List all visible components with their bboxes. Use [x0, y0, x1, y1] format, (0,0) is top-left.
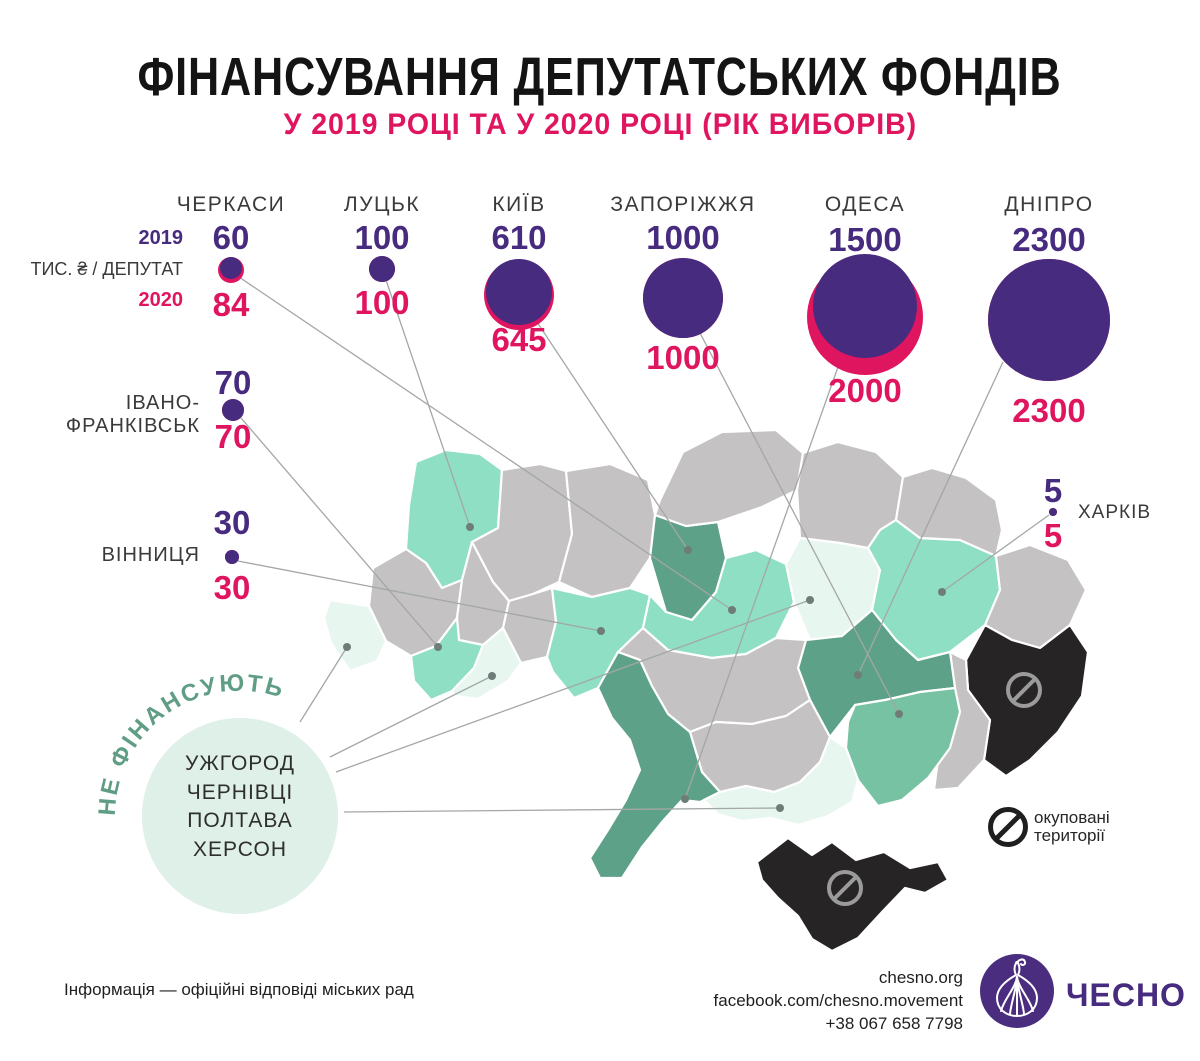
bubble-2019-ivano-frankivsk	[222, 399, 244, 421]
no-funding-city: УЖГОРОД	[185, 752, 295, 775]
occupied-legend-line1: окуповані	[1034, 808, 1110, 827]
website-link: chesno.org	[878, 968, 963, 987]
map-region-odesa-region	[588, 650, 722, 880]
value-2019-ivano-frankivsk: 70	[214, 364, 252, 401]
map-dot-vinnytsia	[597, 627, 605, 635]
value-2020-vinnytsia: 30	[213, 569, 251, 606]
no-funding-city: ЧЕРНІВЦІ	[186, 780, 294, 804]
map-dot-poltava	[806, 596, 814, 604]
occupied-mark-icon	[827, 870, 863, 906]
map-dot-ivano-frankivsk	[434, 643, 442, 651]
value-2020-lutsk: 100	[354, 284, 410, 321]
facebook-link: facebook.com/chesno.movement	[713, 991, 963, 1010]
value-2019-kharkiv: 5	[1043, 472, 1063, 509]
no-funding-circle	[142, 718, 338, 914]
connector-line-poltava	[335, 599, 811, 773]
value-2019-lutsk: 100	[354, 219, 410, 256]
map-region-zhytomyr	[557, 462, 657, 599]
map-dot-lutsk	[466, 523, 474, 531]
phone-number: +38 067 658 7798	[825, 1014, 963, 1033]
map-dot-chernivtsi	[488, 672, 496, 680]
bubble-2019-kyiv	[486, 259, 552, 325]
map-dot-kherson	[776, 804, 784, 812]
map-dot-cherkasy	[728, 606, 736, 614]
bubble-2019-lutsk	[369, 256, 395, 282]
map-dot-dnipro	[854, 671, 862, 679]
map-dot-odesa	[681, 795, 689, 803]
occupied-mark-icon	[1006, 672, 1042, 708]
map-region-crimea	[755, 836, 950, 953]
occupied-icon	[988, 807, 1028, 847]
connector-line-ivano-frankivsk	[240, 417, 439, 648]
axis-year-2019: 2019	[138, 227, 184, 249]
city-label-ivano-frankivsk: ІВАНО- ФРАНКІВСЬК	[65, 392, 200, 438]
connector-line-cherkasy	[238, 276, 733, 611]
map-dot-kyiv	[684, 546, 692, 554]
no-funding-city: ПОЛТАВА	[187, 809, 293, 832]
chesno-logo-text: ЧЕСНО	[1066, 977, 1186, 1013]
value-2020-kyiv: 645	[491, 321, 547, 358]
value-2020-ivano-frankivsk: 70	[214, 418, 252, 455]
value-2019-dnipro: 2300	[1012, 221, 1086, 258]
city-label-zaporizhzhia: ЗАПОРІЖЖЯ	[610, 193, 756, 216]
connector-line-dnipro	[857, 361, 1004, 676]
connector-line-odesa	[684, 366, 839, 800]
value-2019-cherkasy: 60	[212, 219, 250, 256]
city-label-odesa: ОДЕСА	[824, 193, 906, 216]
connector-line-vinnytsia	[237, 560, 602, 632]
connector-line-kherson	[343, 807, 781, 813]
city-label-cherkasy: ЧЕРКАСИ	[176, 193, 286, 216]
value-2020-zaporizhzhia: 1000	[646, 339, 720, 376]
city-label-vinnytsia: ВІННИЦЯ	[101, 544, 200, 566]
bubble-2019-dnipro	[988, 259, 1110, 381]
value-2020-dnipro: 2300	[1012, 392, 1086, 429]
occupied-legend-line2: території	[1034, 825, 1106, 845]
value-2019-odesa: 1500	[828, 221, 902, 258]
source-note: Інформація — офіційні відповіді міських …	[64, 980, 414, 999]
bubble-2019-kharkiv	[1049, 508, 1057, 516]
city-label-kharkiv: ХАРКІВ	[1078, 502, 1152, 523]
chesno-garlic-logo-icon	[980, 954, 1054, 1028]
connector-line-kyiv	[536, 321, 689, 551]
value-2019-kyiv: 610	[491, 219, 547, 256]
value-2020-kharkiv: 5	[1043, 517, 1063, 554]
map-dot-uzhhorod	[343, 643, 351, 651]
axis-unit-label: ТИС. ₴ / ДЕПУТАТ	[30, 259, 183, 279]
bubble-2019-zaporizhzhia	[643, 258, 723, 338]
page-subtitle: У 2019 РОЦІ ТА У 2020 РОЦІ (РІК ВИБОРІВ)	[283, 108, 917, 141]
page-title: ФІНАНСУВАННЯ ДЕПУТАТСЬКИХ ФОНДІВ	[137, 47, 1062, 107]
connector-line-uzhhorod	[299, 646, 348, 723]
value-2019-zaporizhzhia: 1000	[646, 219, 720, 256]
map-region-chernivtsi	[450, 626, 523, 701]
map-dot-kharkiv	[938, 588, 946, 596]
map-region-kherson	[702, 735, 860, 827]
city-label-dnipro: ДНІПРО	[1004, 193, 1094, 216]
connector-line-kharkiv	[941, 514, 1050, 593]
value-2019-vinnytsia: 30	[213, 504, 251, 541]
bubble-2019-vinnytsia	[225, 550, 239, 564]
map-region-zakarpattia	[322, 598, 388, 673]
value-2020-cherkasy: 84	[212, 286, 250, 323]
occupied-territories-legend: окуповані території	[1034, 809, 1110, 844]
no-funding-city: ХЕРСОН	[193, 837, 287, 861]
contacts-block: chesno.org facebook.com/chesno.movement …	[714, 966, 963, 1035]
map-region-northeast	[894, 466, 1004, 558]
no-funding-city-list: УЖГОРОД ЧЕРНІВЦІ ПОЛТАВА ХЕРСОН	[130, 750, 350, 864]
axis-year-2020: 2020	[138, 289, 184, 311]
connector-line-lutsk	[385, 279, 471, 528]
city-label-lutsk: ЛУЦЬК	[343, 193, 421, 216]
map-region-chernihiv	[653, 428, 805, 528]
bubble-2019-cherkasy	[220, 257, 242, 279]
connector-line-zaporizhzhia	[699, 332, 900, 715]
map-dot-zaporizhzhia	[895, 710, 903, 718]
bubble-2019-odesa	[813, 254, 917, 358]
value-2020-odesa: 2000	[828, 372, 902, 409]
connector-line-chernivtsi	[329, 675, 493, 758]
city-label-kyiv: КИЇВ	[492, 193, 546, 216]
